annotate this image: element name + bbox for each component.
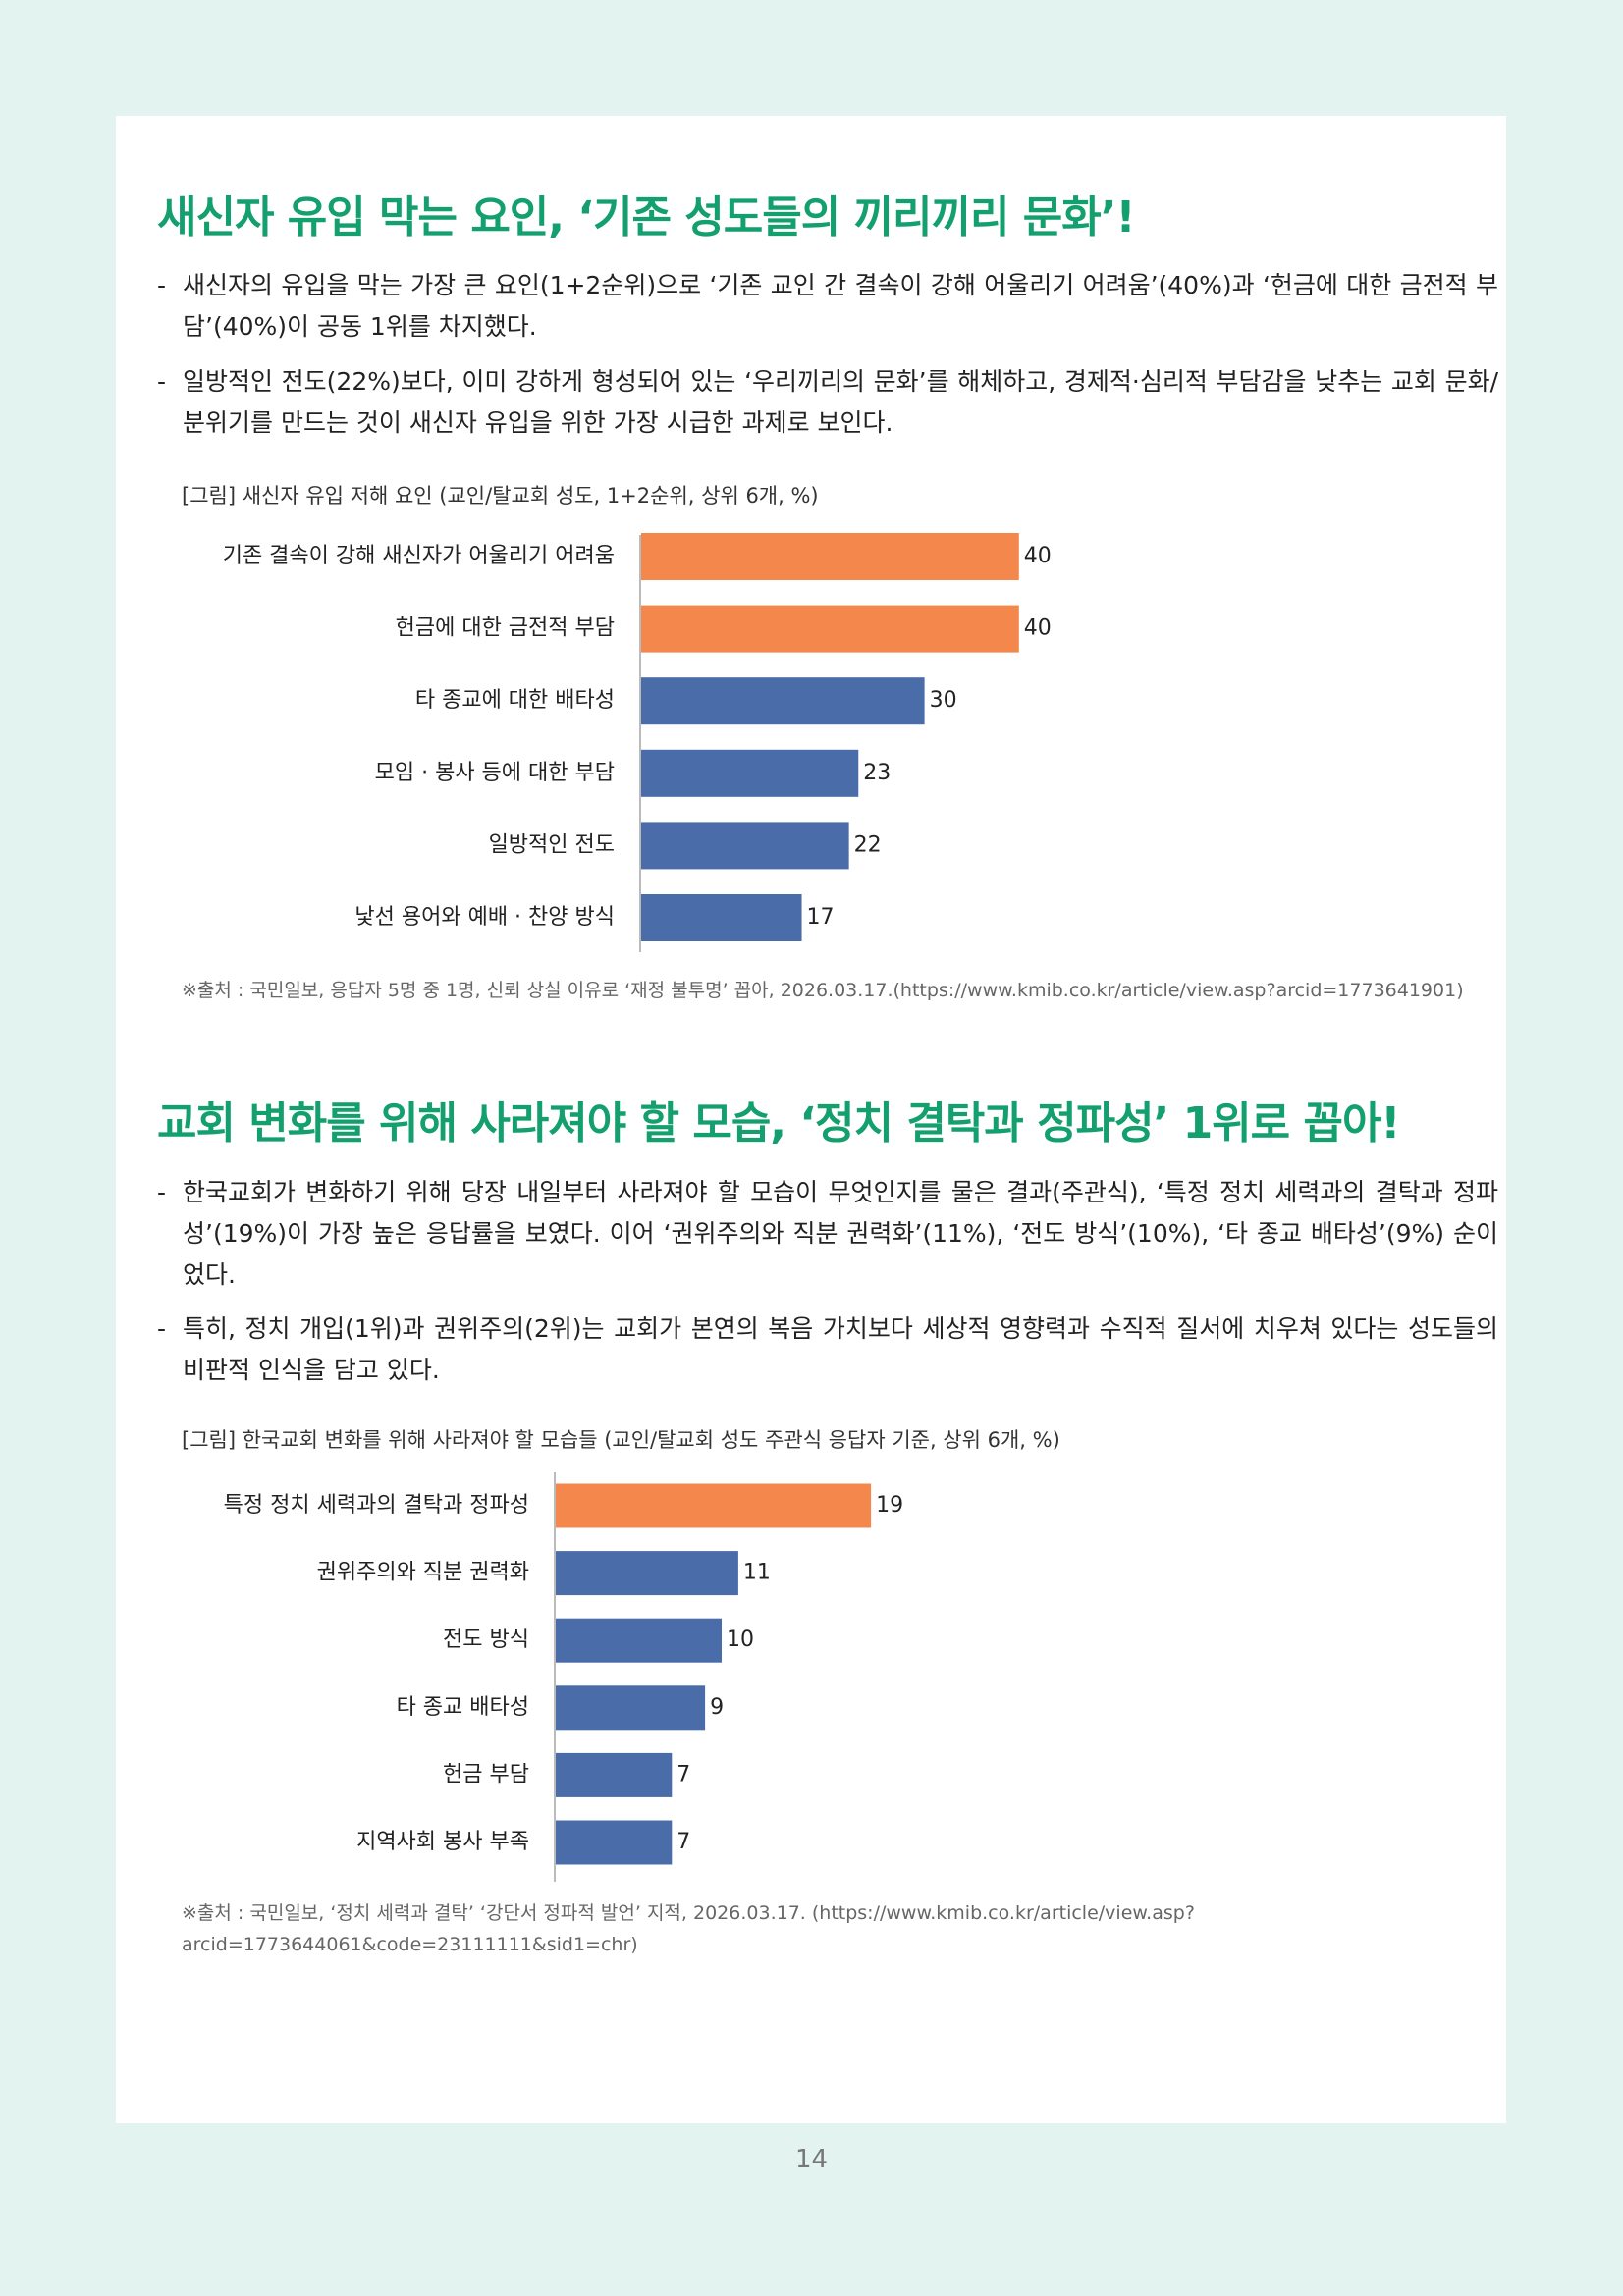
category-label: 헌금 부담 [443, 1762, 529, 1787]
category-label: 전도 방식 [443, 1628, 529, 1652]
bar [556, 1685, 706, 1731]
category-label: 일방적인 전도 [489, 832, 615, 857]
category-label: 특정 정치 세력과의 결탁과 정파성 [224, 1493, 529, 1518]
bar [641, 822, 849, 870]
bar [556, 1483, 872, 1528]
bar [556, 1618, 722, 1663]
page-number: 14 [794, 2145, 829, 2174]
bar [641, 533, 1019, 580]
value-label: 40 [1024, 544, 1052, 568]
content-panel [116, 116, 1506, 2123]
section-heading: 교회 변화를 위해 사라져야 할 모습, ‘정치 결탁과 정파성’ 1위로 꼽아… [157, 1098, 1400, 1148]
value-label: 30 [930, 688, 957, 713]
value-label: 7 [676, 1830, 690, 1854]
value-label: 17 [807, 905, 835, 930]
value-label: 11 [743, 1561, 771, 1585]
category-label: 낯선 용어와 예배 · 찬양 방식 [354, 905, 615, 930]
bullet-text: 한국교회가 변화하기 위해 당장 내일부터 사라져야 할 모습이 무엇인지를 물… [157, 1172, 1498, 1296]
chart-caption: [그림] 새신자 유입 저해 요인 (교인/탈교회 성도, 1+2순위, 상위 … [182, 484, 819, 507]
bar [641, 677, 925, 725]
category-label: 지역사회 봉사 부족 [356, 1830, 529, 1854]
value-label: 19 [876, 1493, 903, 1518]
bullet-text: 일방적인 전도(22%)보다, 이미 강하게 형성되어 있는 ‘우리끼리의 문화… [157, 361, 1498, 444]
value-label: 22 [854, 832, 882, 857]
category-label: 모임 · 봉사 등에 대한 부담 [375, 761, 615, 785]
source-note: ※출처 : 국민일보, 응답자 5명 중 1명, 신뢰 상실 이유로 ‘재정 불… [182, 980, 1464, 1001]
category-label: 헌금에 대한 금전적 부담 [396, 616, 615, 641]
bar [641, 894, 802, 941]
value-label: 7 [676, 1762, 690, 1787]
bar [641, 605, 1019, 653]
source-note: ※출처 : 국민일보, ‘정치 세력과 결탁’ ‘강단서 정파적 발언’ 지적,… [182, 1902, 1195, 1955]
bar [556, 1551, 738, 1596]
category-label: 타 종교에 대한 배타성 [415, 688, 615, 713]
category-label: 타 종교 배타성 [397, 1695, 529, 1720]
value-label: 10 [727, 1628, 754, 1652]
value-label: 40 [1024, 616, 1052, 641]
bar [641, 749, 859, 797]
category-label: 기존 결속이 강해 새신자가 어울리기 어려움 [223, 544, 615, 568]
bar [556, 1820, 673, 1865]
value-label: 23 [863, 761, 891, 785]
bullet-text: 새신자의 유입을 막는 가장 큰 요인(1+2순위)으로 ‘기존 교인 간 결속… [157, 265, 1498, 347]
value-label: 9 [710, 1695, 724, 1720]
bar [556, 1752, 673, 1797]
category-label: 권위주의와 직분 권력화 [317, 1561, 529, 1585]
chart-caption: [그림] 한국교회 변화를 위해 사라져야 할 모습들 (교인/탈교회 성도 주… [182, 1428, 1060, 1452]
bullet-text: 특히, 정치 개입(1위)과 권위주의(2위)는 교회가 본연의 복음 가치보다… [157, 1308, 1498, 1391]
section-heading: 새신자 유입 막는 요인, ‘기존 성도들의 끼리끼리 문화’! [157, 192, 1136, 242]
